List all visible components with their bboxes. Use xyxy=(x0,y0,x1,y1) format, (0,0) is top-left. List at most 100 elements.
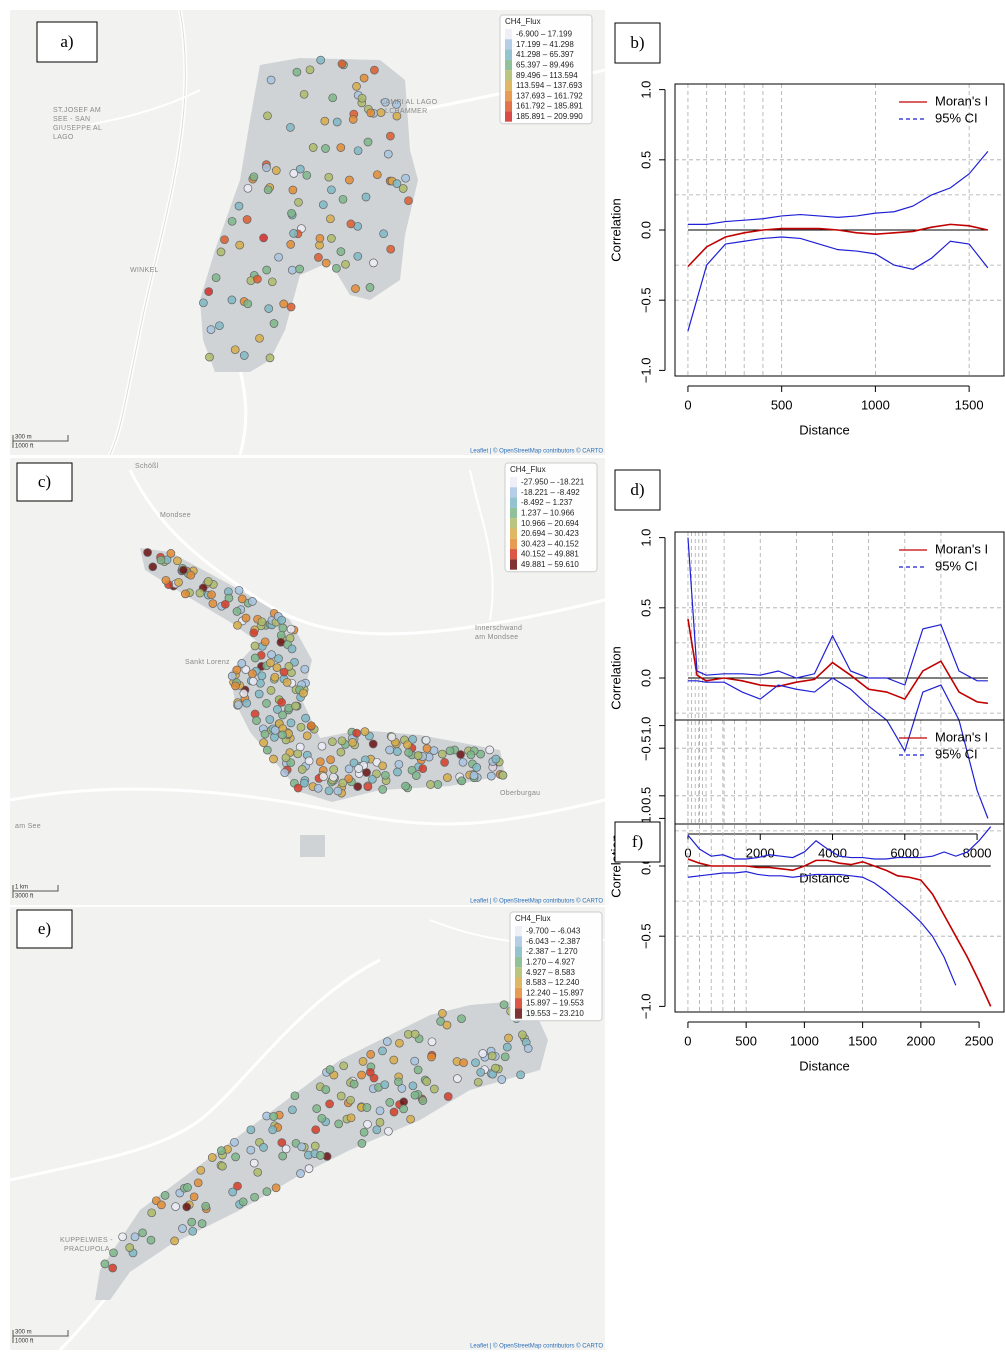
legend-label: -2.387 – 1.270 xyxy=(526,947,578,956)
sample-dot xyxy=(256,334,264,342)
sample-dot xyxy=(361,728,369,736)
y-tick-label: −0.5 xyxy=(638,287,653,313)
sample-dot xyxy=(319,773,327,781)
legend-swatch xyxy=(515,1008,522,1018)
sample-dot xyxy=(423,745,431,753)
legend-swatch xyxy=(510,487,517,497)
sample-dot xyxy=(234,701,242,709)
sample-dot xyxy=(238,595,246,603)
sample-dot xyxy=(367,109,375,117)
sample-dot xyxy=(377,109,385,117)
sample-dot xyxy=(243,216,251,224)
legend-label: 113.594 – 137.693 xyxy=(516,81,583,90)
sample-dot xyxy=(326,1100,334,1108)
sample-dot xyxy=(470,772,478,780)
sample-dot xyxy=(321,117,329,125)
sample-dot xyxy=(402,782,410,790)
sample-dot xyxy=(205,288,213,296)
y-tick-label: 1.0 xyxy=(638,81,653,99)
sample-dot xyxy=(260,1143,268,1151)
sample-dot xyxy=(354,147,362,155)
sample-dot xyxy=(144,549,152,557)
y-tick-label: 1.0 xyxy=(638,529,653,547)
sample-dot xyxy=(239,1198,247,1206)
sample-dot xyxy=(309,144,317,152)
sample-dot xyxy=(386,1098,394,1106)
x-tick-label: 1500 xyxy=(955,397,984,412)
sample-dot xyxy=(339,195,347,203)
sample-dot xyxy=(402,174,410,182)
x-tick-label: 2000 xyxy=(906,1033,935,1048)
sample-dot xyxy=(335,1120,343,1128)
sample-dot xyxy=(268,278,276,286)
x-tick-label: 1000 xyxy=(861,397,890,412)
sample-dot xyxy=(221,600,229,608)
sample-dot xyxy=(278,1139,286,1147)
sample-dot xyxy=(173,557,181,565)
sample-dot xyxy=(305,1165,313,1173)
scale-label: 300 m xyxy=(15,435,32,441)
sample-dot xyxy=(347,1114,355,1122)
legend-swatch xyxy=(505,39,512,49)
sample-dot xyxy=(157,1201,165,1209)
legend-label: 40.152 – 49.881 xyxy=(521,550,579,559)
sample-dot xyxy=(428,1053,436,1061)
sample-dot xyxy=(328,738,336,746)
attribution: Leaflet | © OpenStreetMap contributors ©… xyxy=(470,898,603,905)
legend-label: 8.583 – 12.240 xyxy=(526,978,580,987)
sample-dot xyxy=(498,1076,506,1084)
y-tick-label: −1.0 xyxy=(638,994,653,1020)
sample-dot xyxy=(302,714,310,722)
sample-dot xyxy=(255,690,263,698)
x-tick-label: 0 xyxy=(684,397,691,412)
legend-label: -18.221 – -8.492 xyxy=(521,488,580,497)
sample-dot xyxy=(501,1053,509,1061)
sample-dot xyxy=(430,1085,438,1093)
y-tick-label: 0.0 xyxy=(638,669,653,687)
sample-dot xyxy=(275,253,283,261)
legend-label: 185.891 – 209.990 xyxy=(516,112,583,121)
series-line xyxy=(688,619,988,703)
sample-dot xyxy=(373,1126,381,1134)
sample-dot xyxy=(250,629,258,637)
sample-dot xyxy=(376,1118,384,1126)
sample-dot xyxy=(147,1236,155,1244)
sample-dot xyxy=(386,132,394,140)
sample-dot xyxy=(228,296,236,304)
sample-dot xyxy=(329,94,337,102)
y-tick-label: 0.5 xyxy=(638,599,653,617)
sample-dot xyxy=(293,68,301,76)
sample-dot xyxy=(300,90,308,98)
sample-dot xyxy=(453,1075,461,1083)
sample-dot xyxy=(360,74,368,82)
sample-dot xyxy=(251,1193,259,1201)
sample-dot xyxy=(427,781,435,789)
sample-dot xyxy=(288,645,296,653)
place-name: Innerschwand xyxy=(475,625,522,632)
sample-dot xyxy=(267,686,275,694)
sample-dot xyxy=(279,1152,287,1160)
sample-dot xyxy=(250,1159,258,1167)
sample-dot xyxy=(212,274,220,282)
sample-dot xyxy=(101,1260,109,1268)
sample-dot xyxy=(181,590,189,598)
sample-dot xyxy=(322,259,330,267)
legend-label: Moran's I xyxy=(935,729,988,744)
sample-dot xyxy=(260,234,268,242)
sample-dot xyxy=(126,1244,134,1252)
x-tick-label: 1500 xyxy=(848,1033,877,1048)
series-line xyxy=(688,237,988,331)
sample-dot xyxy=(477,1068,485,1076)
sample-dot xyxy=(270,1113,278,1121)
sample-dot xyxy=(411,1057,419,1065)
sample-dot xyxy=(360,1128,368,1136)
sample-dot xyxy=(369,740,377,748)
legend-label: 1.237 – 10.966 xyxy=(521,509,575,518)
sample-dot xyxy=(266,716,274,724)
sample-dot xyxy=(296,265,304,273)
sample-dot xyxy=(327,756,335,764)
sample-dot xyxy=(411,1091,419,1099)
sample-dot xyxy=(265,305,273,313)
sample-dot xyxy=(283,678,291,686)
sample-dot xyxy=(235,586,243,594)
